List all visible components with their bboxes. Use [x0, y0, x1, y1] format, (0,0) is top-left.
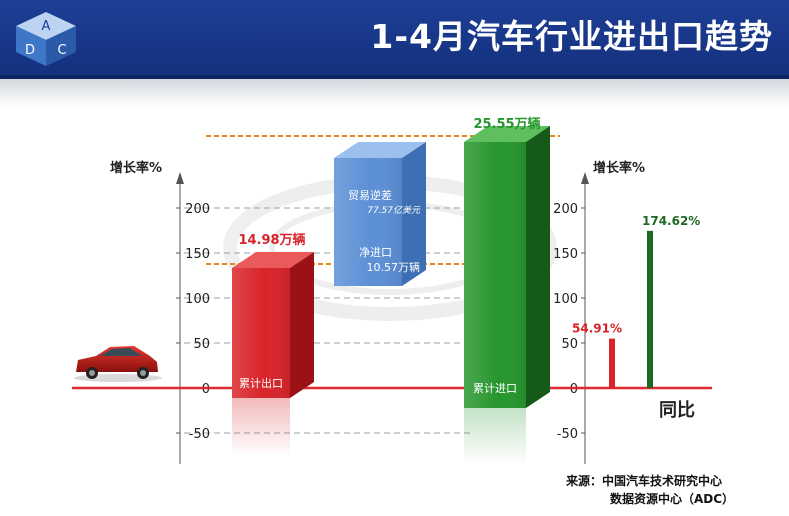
export-value-label: 14.98万辆: [238, 232, 305, 248]
right-axis-tick-label: 200: [553, 202, 578, 217]
growth-bar-1: [647, 230, 653, 388]
growth-bars: 54.91% 174.62%: [572, 214, 700, 388]
right-axis-ticks: 200 150 100 50 0 -50: [553, 202, 585, 442]
import-value-label: 25.55万辆: [473, 116, 540, 132]
left-axis-tick-label: 150: [185, 247, 210, 262]
right-axis-tick-label: 50: [561, 337, 578, 352]
page-title: 1-4月汽车行业进出口趋势: [370, 17, 773, 56]
logo-letter-c: C: [57, 43, 66, 58]
net-import-value: 10.57万辆: [367, 260, 421, 274]
car-icon: [74, 346, 162, 382]
left-axis-ticks: 200 150 100 50 0 -50: [176, 202, 470, 442]
left-axis-tick-label: -50: [189, 427, 210, 442]
left-axis-tick-label: 200: [185, 202, 210, 217]
deficit-label: 贸易逆差: [348, 188, 392, 202]
logo-letter-a: A: [42, 19, 51, 34]
left-axis-tick-label: 50: [193, 337, 210, 352]
net-import-label: 净进口: [359, 245, 392, 259]
deficit-value: 77.57亿美元: [367, 205, 421, 216]
left-axis-tick-label: 0: [202, 382, 210, 397]
left-axis-tick-label: 100: [185, 292, 210, 307]
right-axis-title: 增长率%: [593, 160, 645, 176]
growth-value-label-0: 54.91%: [572, 322, 622, 336]
import-bar-label: 累计进口: [473, 382, 517, 395]
right-axis-tick-label: 0: [570, 382, 578, 397]
right-axis-tick-label: -50: [557, 427, 578, 442]
growth-category-label: 同比: [659, 400, 695, 421]
left-axis: 增长率%: [110, 160, 184, 464]
growth-bar-0: [609, 338, 615, 388]
trade-deficit-box: 贸易逆差 77.57亿美元 净进口 10.57万辆: [334, 142, 426, 286]
left-axis-title: 增长率%: [110, 160, 162, 176]
growth-value-label-1: 174.62%: [642, 214, 700, 228]
export-bar-label: 累计出口: [239, 376, 283, 390]
title-bar-stripe: [0, 75, 789, 79]
source-line-2: 数据资源中心（ADC）: [610, 492, 735, 506]
adc-logo: A D C: [16, 12, 76, 66]
export-bar: 累计出口: [232, 252, 314, 398]
import-bar: 累计进口: [464, 126, 550, 408]
export-bar-reflection: [232, 392, 290, 456]
right-axis-tick-label: 150: [553, 247, 578, 262]
right-axis-tick-label: 100: [553, 292, 578, 307]
logo-letter-d: D: [25, 43, 35, 58]
source-note: 来源：中国汽车技术研究中心 数据资源中心（ADC）: [566, 472, 734, 508]
right-axis: 增长率%: [581, 160, 645, 464]
title-bar: [0, 0, 789, 78]
title-shadow: [0, 79, 789, 107]
source-line-1: 来源：中国汽车技术研究中心: [566, 474, 723, 488]
